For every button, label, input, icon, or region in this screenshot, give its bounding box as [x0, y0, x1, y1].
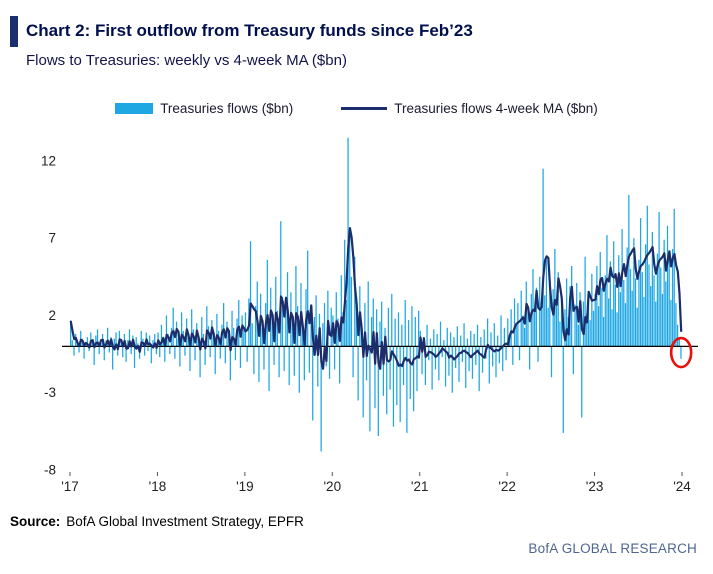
title-row: Chart 2: First outflow from Treasury fun…: [10, 16, 473, 47]
svg-text:'22: '22: [498, 479, 516, 494]
title-accent-bar: [10, 16, 18, 47]
y-axis-ticks: -8 -3 2 7 12: [41, 153, 56, 477]
svg-text:'23: '23: [586, 479, 604, 494]
chart-title: Chart 2: First outflow from Treasury fun…: [26, 21, 473, 40]
source-label: Source:: [10, 514, 61, 529]
svg-text:'17: '17: [61, 479, 79, 494]
legend-bars-label: Treasuries flows ($bn): [160, 101, 294, 116]
legend-item-ma: Treasuries flows 4-week MA ($bn): [341, 101, 598, 116]
source-text: BofA Global Investment Strategy, EPFR: [66, 514, 304, 529]
legend: Treasuries flows ($bn) Treasuries flows …: [0, 101, 713, 116]
chart-subtitle: Flows to Treasuries: weekly vs 4-week MA…: [26, 52, 347, 69]
bar-series-swatch: [115, 103, 154, 114]
legend-ma-label: Treasuries flows 4-week MA ($bn): [394, 101, 598, 116]
svg-text:'19: '19: [236, 479, 254, 494]
outflow-highlight-ellipse: [669, 336, 693, 369]
svg-text:7: 7: [48, 231, 56, 246]
source-row: Source: BofA Global Investment Strategy, …: [10, 514, 304, 529]
svg-text:'21: '21: [411, 479, 429, 494]
ma-series-swatch: [341, 107, 388, 110]
legend-item-bars: Treasuries flows ($bn): [115, 101, 293, 116]
svg-text:-3: -3: [44, 385, 56, 400]
svg-text:'18: '18: [149, 479, 167, 494]
svg-text:-8: -8: [44, 463, 56, 478]
svg-text:12: 12: [41, 153, 56, 168]
svg-text:'24: '24: [673, 479, 691, 494]
ma-line: [69, 227, 683, 370]
x-axis-ticks: '17 '18 '19 '20 '21 '22 '23 '24: [61, 472, 691, 494]
svg-text:2: 2: [48, 308, 56, 323]
brand-text: BofA GLOBAL RESEARCH: [528, 541, 697, 556]
treasuries-flows-chart: -8 -3 2 7 12 '17 '18 '19 '20 '21 '22 '23 '24: [41, 137, 698, 494]
svg-text:'20: '20: [323, 479, 341, 494]
